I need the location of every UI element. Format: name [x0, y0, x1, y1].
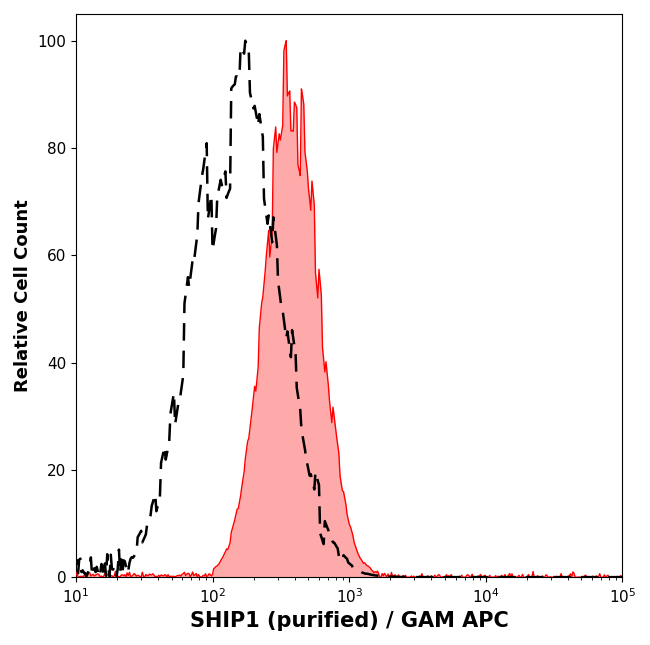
Y-axis label: Relative Cell Count: Relative Cell Count: [14, 199, 32, 392]
X-axis label: SHIP1 (purified) / GAM APC: SHIP1 (purified) / GAM APC: [190, 611, 508, 631]
